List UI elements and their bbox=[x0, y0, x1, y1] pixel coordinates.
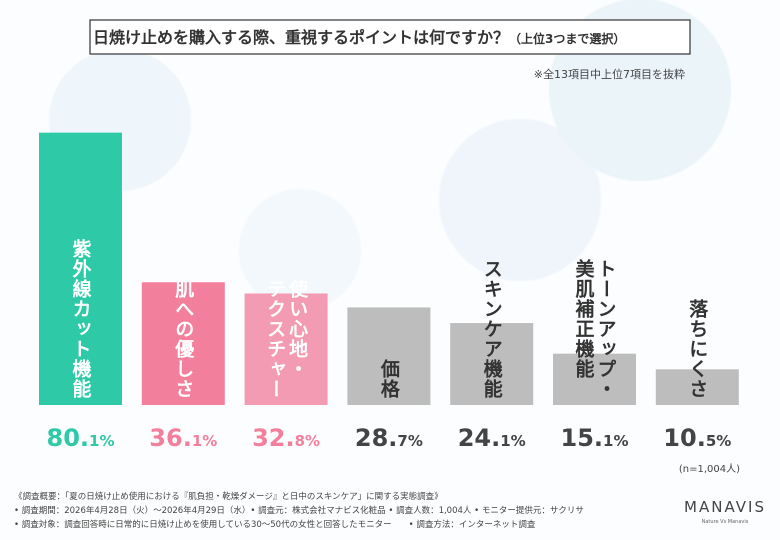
value-label: 32.8% bbox=[252, 424, 320, 452]
title-main: 日焼け止めを購入する際、重視するポイントは何ですか？ bbox=[93, 28, 509, 47]
footnote: 《調査概要：「夏の日焼け止め使用における『肌負担・乾燥ダメージ』と日中のスキンケ… bbox=[14, 492, 443, 502]
category-label: 価格 bbox=[377, 359, 400, 399]
bar bbox=[244, 293, 328, 405]
category-label: スキンケア機能 bbox=[480, 259, 503, 399]
value-label: 24.1% bbox=[458, 424, 526, 452]
category-label: 紫外線カット機能 bbox=[69, 239, 92, 399]
value-label: 36.1% bbox=[149, 424, 217, 452]
category-label: 肌への優しさ bbox=[172, 279, 195, 399]
sample-note: (n=1,004人) bbox=[679, 463, 740, 475]
footnote: • 調査対象：調査回答時に日常的に日焼け止めを使用している30～50代の女性と回… bbox=[14, 520, 536, 530]
logo-tagline: Nature Vs Manavis bbox=[702, 519, 749, 525]
subtitle: ※全13項目中上位7項目を抜粋 bbox=[534, 67, 685, 81]
bar bbox=[450, 323, 534, 405]
value-label: 15.1% bbox=[561, 424, 629, 452]
category-label: 使い心地・ テクスチャー bbox=[264, 279, 309, 399]
value-label: 80.1% bbox=[47, 424, 115, 452]
chart-title: 日焼け止めを購入する際、重視するポイントは何ですか？（上位3つまで選択） bbox=[93, 28, 625, 47]
category-label: トーンアップ・ 美肌補正機能 bbox=[572, 259, 617, 399]
value-label: 28.7% bbox=[355, 424, 423, 452]
logo: MANAVIS bbox=[684, 498, 766, 516]
bar bbox=[553, 353, 636, 405]
value-label: 10.5% bbox=[663, 424, 731, 452]
title-note: （上位3つまで選択） bbox=[509, 31, 625, 46]
bar bbox=[39, 132, 122, 405]
title-box bbox=[89, 19, 691, 55]
category-label: 落ちにくさ bbox=[686, 299, 709, 399]
bar bbox=[347, 307, 431, 405]
bar bbox=[655, 369, 739, 405]
bar bbox=[141, 282, 225, 405]
footnote: • 調査期間：2026年4月28日（火）～2026年4月29日（水）• 調査元：… bbox=[14, 506, 584, 516]
